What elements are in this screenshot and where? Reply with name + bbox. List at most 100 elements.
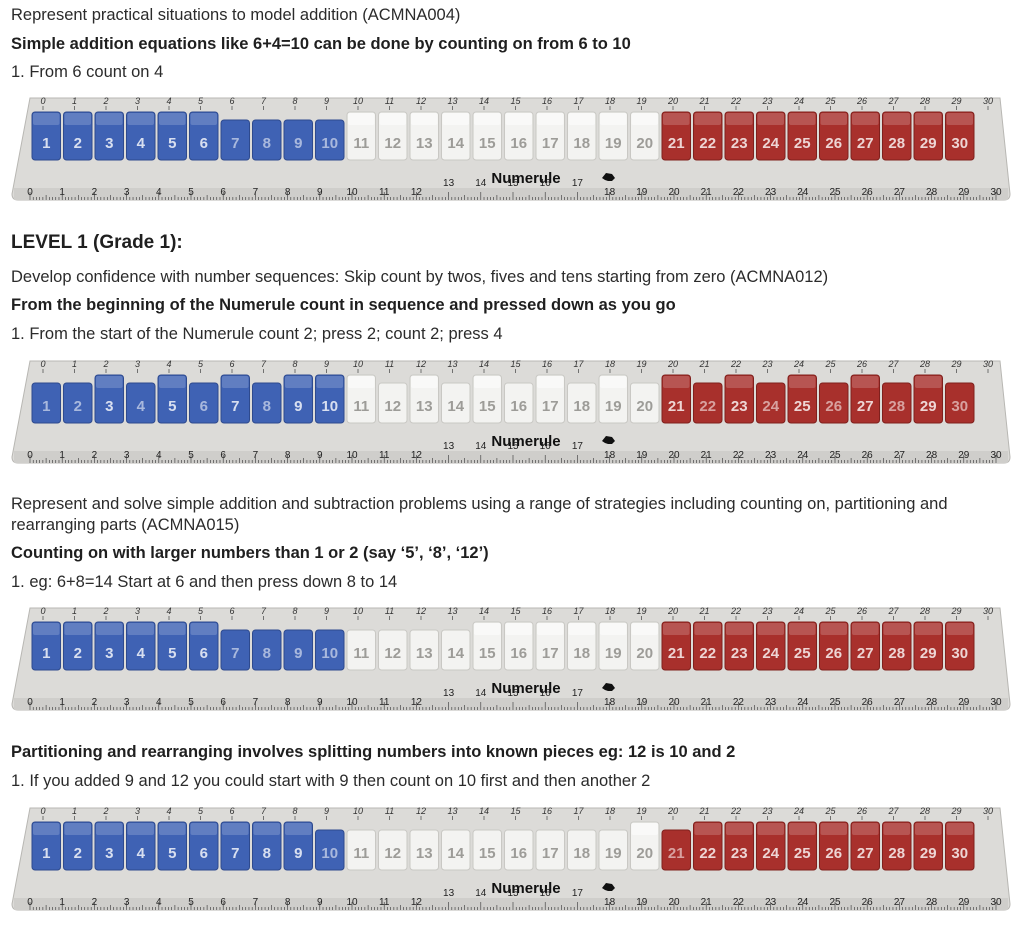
svg-text:14: 14	[447, 398, 464, 415]
svg-text:24: 24	[762, 135, 779, 152]
svg-text:17: 17	[542, 398, 559, 415]
top-scale-label: 8	[292, 359, 297, 369]
svg-text:18: 18	[573, 398, 590, 415]
numerule-tile: 26	[819, 382, 849, 424]
svg-text:4: 4	[137, 845, 146, 862]
numerule-tile: 2	[63, 111, 93, 161]
numerule-tile: 23	[724, 821, 754, 871]
top-scale-label: 1	[72, 359, 77, 369]
top-scale-label: 4	[166, 96, 171, 106]
top-scale-label: 17	[573, 359, 584, 369]
numerule-tile: 3	[94, 821, 124, 871]
ruler-skip-count-twos: 0 1 2 3 4 5 6 7 8 9 10 11 12 13 14 15 16 17 18 19 20 21 22 23 24…	[10, 353, 1012, 471]
svg-text:8: 8	[263, 398, 271, 415]
top-scale-label: 22	[730, 359, 741, 369]
numerule-tile: 26	[819, 111, 849, 161]
numerule-tile: 16	[504, 111, 534, 161]
step-9-plus-12: 1. If you added 9 and 12 you could start…	[11, 772, 651, 790]
top-scale-label: 19	[636, 806, 646, 816]
numerule-tile: 9	[283, 119, 313, 161]
svg-text:14: 14	[447, 135, 464, 152]
numerule-tile: 7	[220, 629, 250, 671]
top-scale-label: 9	[324, 606, 329, 616]
top-scale-label: 29	[950, 96, 961, 106]
numerule-tile: 19	[598, 374, 628, 424]
numerule-tile: 2	[63, 382, 93, 424]
svg-text:5: 5	[168, 135, 176, 152]
brand-label: Numerule	[491, 880, 560, 897]
step-count-2-press-2: 1. From the start of the Numerule count …	[11, 325, 503, 343]
numerule-tile: 24	[756, 382, 786, 424]
heading-counting-on-larger: Counting on with larger numbers than 1 o…	[11, 544, 489, 562]
top-scale-label: 24	[793, 806, 804, 816]
numerule-tile: 8	[252, 629, 282, 671]
numerule-tile: 18	[567, 621, 597, 671]
svg-text:5: 5	[168, 845, 176, 862]
top-scale-label: 9	[324, 96, 329, 106]
top-scale-label: 4	[166, 359, 171, 369]
numerule-tile: 30	[945, 621, 975, 671]
top-scale-label: 25	[824, 359, 836, 369]
numerule-tile: 28	[882, 382, 912, 424]
numerule-tile: 27	[850, 821, 880, 871]
top-scale-label: 18	[605, 606, 615, 616]
top-scale-label: 25	[824, 606, 836, 616]
svg-text:9: 9	[294, 398, 302, 415]
top-scale-label: 20	[667, 606, 678, 616]
outcome-acmna015: Represent and solve simple addition and …	[11, 495, 948, 534]
svg-text:2: 2	[74, 398, 82, 415]
svg-text:6: 6	[200, 845, 208, 862]
numerule-tile: 19	[598, 829, 628, 871]
svg-text:25: 25	[794, 135, 811, 152]
top-scale-label: 4	[166, 806, 171, 816]
top-scale-label: 2	[102, 359, 108, 369]
top-scale-label: 18	[605, 96, 615, 106]
top-scale-label: 5	[198, 96, 204, 106]
svg-text:15: 15	[479, 645, 496, 662]
numerule-tile: 21	[661, 111, 691, 161]
svg-text:23: 23	[731, 135, 748, 152]
top-scale-label: 16	[542, 606, 552, 616]
top-scale-label: 10	[353, 96, 363, 106]
svg-text:8: 8	[263, 845, 271, 862]
svg-text:17: 17	[542, 645, 559, 662]
numerule-tile: 11	[346, 111, 376, 161]
svg-text:10: 10	[321, 845, 338, 862]
svg-text:12: 12	[384, 398, 401, 415]
svg-text:16: 16	[510, 845, 527, 862]
svg-text:12: 12	[384, 645, 401, 662]
numerule-tile: 4	[126, 821, 156, 871]
svg-text:24: 24	[762, 645, 779, 662]
numerule-tile: 20	[630, 111, 660, 161]
top-scale-label: 22	[730, 806, 741, 816]
svg-text:12: 12	[384, 845, 401, 862]
numerule-tile: 12	[378, 829, 408, 871]
top-scale-label: 30	[983, 359, 993, 369]
svg-text:10: 10	[321, 398, 338, 415]
top-scale-label: 23	[761, 359, 772, 369]
numerule-tile: 15	[472, 829, 502, 871]
numerule-tile: 22	[693, 621, 723, 671]
top-scale-label: 3	[135, 606, 140, 616]
svg-text:28: 28	[888, 398, 905, 415]
svg-text:4: 4	[137, 135, 146, 152]
top-scale-label: 30	[983, 806, 993, 816]
numerule-tile: 3	[94, 374, 124, 424]
svg-text:24: 24	[762, 845, 779, 862]
numerule-tile: 27	[850, 374, 880, 424]
top-scale-label: 27	[887, 96, 899, 106]
numerule-tile: 27	[850, 111, 880, 161]
top-scale-label: 10	[353, 606, 363, 616]
numerule-tile: 5	[157, 621, 187, 671]
numerule-tile: 12	[378, 382, 408, 424]
svg-text:6: 6	[200, 645, 208, 662]
numerule-tile: 10	[315, 374, 345, 424]
numerule-tile: 1	[31, 382, 61, 424]
svg-text:1: 1	[42, 135, 50, 152]
svg-text:20: 20	[636, 398, 653, 415]
numerule-tile: 10	[315, 829, 345, 871]
numerule-tile: 8	[252, 119, 282, 161]
svg-text:10: 10	[321, 135, 338, 152]
numerule-tile: 22	[693, 111, 723, 161]
svg-text:19: 19	[605, 135, 622, 152]
